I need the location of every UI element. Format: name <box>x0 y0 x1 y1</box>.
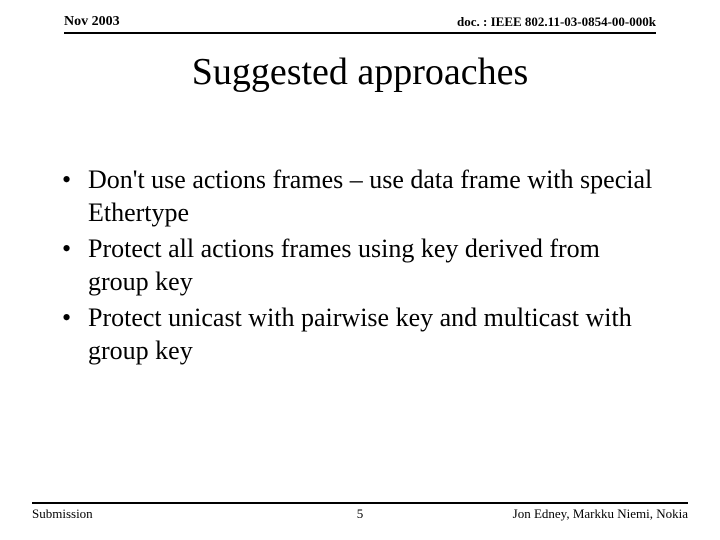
slide-header: Nov 2003 doc. : IEEE 802.11-03-0854-00-0… <box>64 0 656 34</box>
bullet-list: Don't use actions frames – use data fram… <box>60 164 660 367</box>
footer-page-number: 5 <box>357 506 364 522</box>
bullet-item: Protect all actions frames using key der… <box>60 233 660 298</box>
bullet-item: Don't use actions frames – use data fram… <box>60 164 660 229</box>
header-date: Nov 2003 <box>64 14 120 30</box>
header-doc-number: doc. : IEEE 802.11-03-0854-00-000k <box>457 14 656 30</box>
slide-footer: Submission 5 Jon Edney, Markku Niemi, No… <box>32 502 688 522</box>
footer-left: Submission <box>32 506 93 522</box>
bullet-item: Protect unicast with pairwise key and mu… <box>60 302 660 367</box>
footer-authors: Jon Edney, Markku Niemi, Nokia <box>513 506 688 522</box>
slide-title: Suggested approaches <box>0 50 720 94</box>
